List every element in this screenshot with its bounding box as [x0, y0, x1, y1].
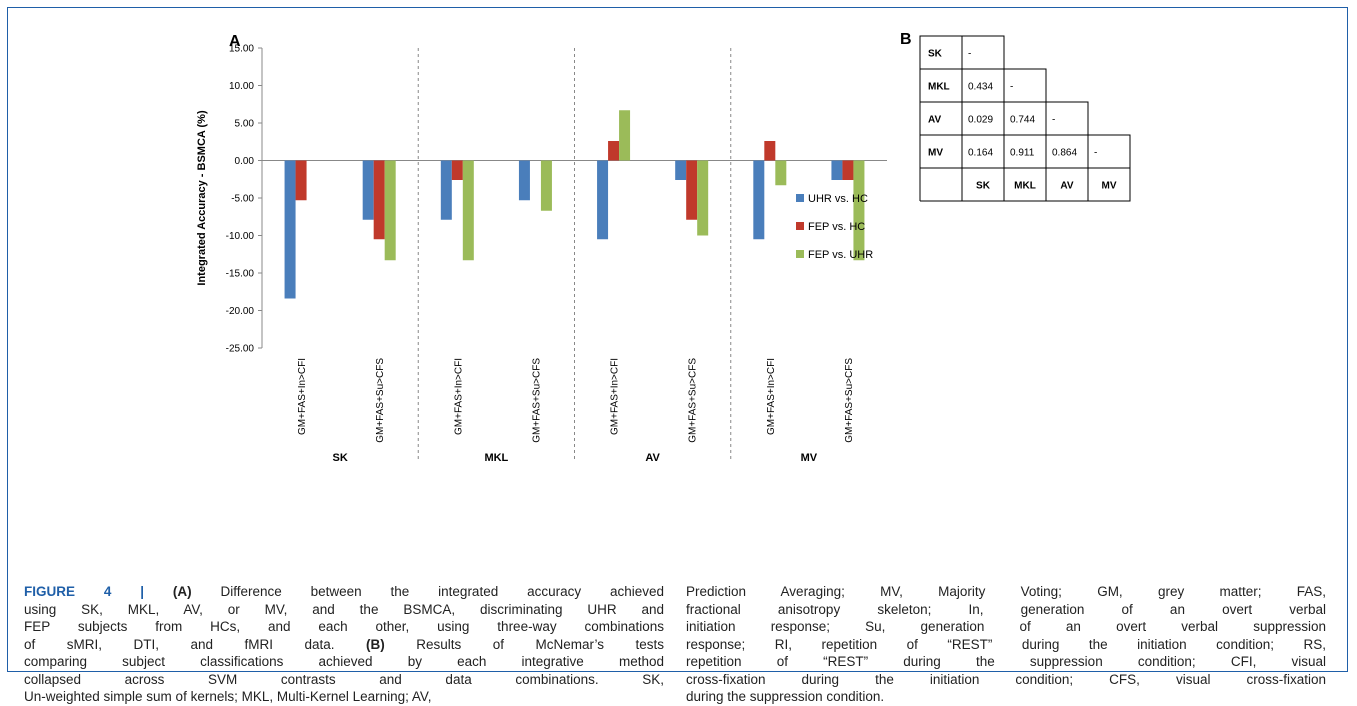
- panel-b-letter: B: [900, 31, 912, 48]
- y-tick-label: -15.00: [226, 269, 255, 280]
- bar: [518, 160, 530, 201]
- category-label: GM+FAS+In>CFI: [610, 358, 621, 435]
- p-value: 0.434: [968, 82, 993, 93]
- legend-entry: FEP vs. HC: [808, 221, 865, 233]
- col-header-cell: [1087, 167, 1131, 202]
- category-label: GM+FAS+Su>CFS: [531, 358, 542, 443]
- p-value: 0.164: [968, 148, 993, 159]
- bar: [373, 160, 385, 240]
- bar: [842, 160, 854, 180]
- caption-line: during the suppression condition.: [686, 688, 1326, 706]
- y-tick-label: -5.00: [231, 194, 254, 205]
- y-tick-label: -10.00: [226, 231, 255, 242]
- bar: [831, 160, 843, 180]
- col-header-label: AV: [1060, 181, 1073, 192]
- group-label: MV: [801, 452, 818, 464]
- bar: [440, 160, 452, 220]
- caption-line: Un-weighted simple sum of kernels; MKL, …: [24, 688, 664, 706]
- group-label: MKL: [484, 452, 508, 464]
- row-header-label: MV: [928, 148, 943, 159]
- bar: [764, 141, 776, 161]
- y-tick-label: 5.00: [235, 119, 255, 130]
- y-axis-label: Integrated Accuracy - BSMCA (%): [196, 110, 208, 286]
- p-value: 0.864: [1052, 148, 1077, 159]
- legend-entry: UHR vs. HC: [808, 193, 868, 205]
- bar: [853, 160, 865, 261]
- category-label: GM+FAS+Su>CFS: [375, 358, 386, 443]
- bar: [597, 160, 609, 240]
- bar: [775, 160, 787, 186]
- y-tick-label: 15.00: [229, 44, 254, 55]
- row-header-label: AV: [928, 115, 941, 126]
- bar: [675, 160, 687, 180]
- p-value: 0.029: [968, 115, 993, 126]
- panel-a-letter: A: [229, 33, 241, 50]
- legend-swatch: [796, 194, 804, 202]
- p-value: 0.911: [1010, 148, 1035, 159]
- bar: [697, 160, 709, 236]
- y-tick-label: -20.00: [226, 306, 255, 317]
- legend-swatch: [796, 222, 804, 230]
- bar: [384, 160, 396, 261]
- figure-frame: [7, 7, 1348, 672]
- row-header-label: SK: [928, 49, 943, 60]
- caption-text: Un-weighted simple sum of kernels; MKL, …: [24, 689, 432, 704]
- group-label: SK: [332, 452, 347, 464]
- category-label: GM+FAS+In>CFI: [453, 358, 464, 435]
- bar: [753, 160, 765, 240]
- y-tick-label: 0.00: [235, 156, 255, 167]
- col-header-label: SK: [976, 181, 991, 192]
- figure-canvas: A15.00 10.00 5.00 0.00 -5.00 -10.00 -15.00 -20.…: [196, 31, 1131, 464]
- bar: [619, 110, 631, 161]
- p-value: -: [1094, 148, 1097, 159]
- col-header-label: MKL: [1014, 181, 1036, 192]
- bar: [362, 160, 374, 220]
- row-header-label: MKL: [928, 82, 950, 93]
- bar: [462, 160, 474, 261]
- col-header-label: MV: [1102, 181, 1117, 192]
- category-label: GM+FAS+Su>CFS: [688, 358, 699, 443]
- category-label: GM+FAS+In>CFI: [766, 358, 777, 435]
- bar: [295, 160, 307, 201]
- bar: [686, 160, 698, 220]
- p-value: -: [1010, 82, 1013, 93]
- y-tick-label: -25.00: [226, 344, 255, 355]
- category-label: GM+FAS+Su>CFS: [844, 358, 855, 443]
- legend-entry: FEP vs. UHR: [808, 249, 873, 261]
- p-value: -: [968, 49, 971, 60]
- panel-b-mcnemar-table: B SK - MKL 0.434 - AV 0.029 0.744 - MV 0.164 0.911 0.…: [900, 31, 1131, 202]
- caption-text: during the suppression condition.: [686, 689, 885, 704]
- bar: [540, 160, 552, 211]
- category-label: GM+FAS+In>CFI: [297, 358, 308, 435]
- panel-a-bar-chart: A15.00 10.00 5.00 0.00 -5.00 -10.00 -15.00 -20.…: [196, 33, 887, 464]
- bar: [451, 160, 463, 180]
- p-value: 0.744: [1010, 115, 1035, 126]
- bar: [284, 160, 296, 299]
- legend-swatch: [796, 250, 804, 258]
- p-value: -: [1052, 115, 1055, 126]
- y-tick-label: 10.00: [229, 81, 254, 92]
- bar: [608, 141, 620, 161]
- group-label: AV: [645, 452, 660, 464]
